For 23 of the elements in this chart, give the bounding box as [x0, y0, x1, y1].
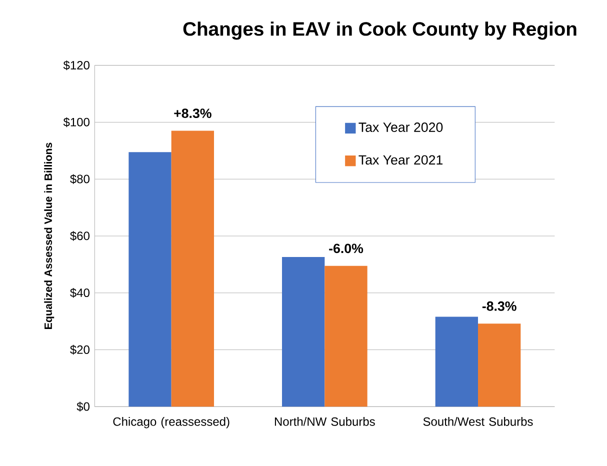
y-tick-label: $80 — [70, 174, 90, 184]
bar — [171, 130, 214, 407]
bar — [435, 316, 478, 407]
bar — [324, 266, 368, 407]
bar — [282, 257, 325, 407]
x-tick-label: North/NW Suburbs — [274, 417, 375, 426]
bar — [128, 152, 172, 407]
annotation: -6.0% — [329, 244, 364, 254]
y-tick-label: $40 — [70, 288, 90, 298]
x-tick-label: Chicago (reassessed) — [113, 417, 230, 428]
y-tick-label: $60 — [70, 231, 90, 241]
annotation: -8.3% — [482, 301, 516, 311]
y-tick-label: $0 — [76, 402, 90, 412]
bar — [478, 324, 521, 407]
x-tick-label: South/West Suburbs — [423, 417, 533, 426]
y-tick-label: $100 — [63, 117, 90, 128]
legend-label: Tax Year 2020 — [358, 122, 443, 132]
annotation: +8.3% — [174, 108, 212, 118]
y-tick-label: $120 — [63, 60, 90, 70]
legend-label: Tax Year 2021 — [358, 155, 443, 165]
y-tick-label: $20 — [70, 344, 90, 355]
y-axis-title: Equalized Assessed Value in Billions — [44, 142, 54, 329]
chart-title: Changes in EAV in Cook County by Region — [183, 22, 576, 40]
